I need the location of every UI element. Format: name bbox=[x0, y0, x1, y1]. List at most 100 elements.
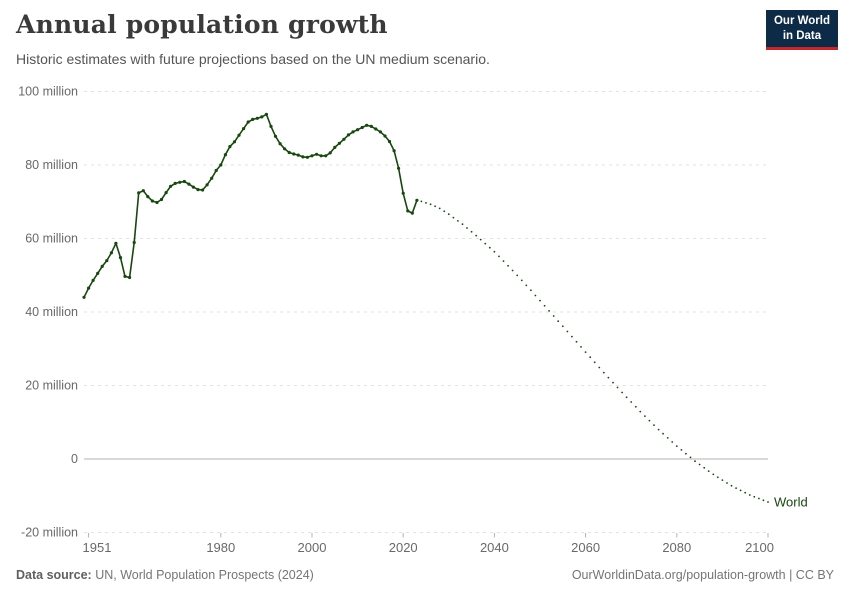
y-tick-label: 60 million bbox=[25, 232, 78, 246]
data-point-marker bbox=[182, 179, 186, 184]
projection-dot bbox=[735, 487, 737, 489]
data-point-marker bbox=[132, 240, 136, 245]
series-end-label: World bbox=[774, 494, 808, 509]
historic-line bbox=[83, 113, 418, 298]
projection-dot bbox=[625, 396, 628, 399]
projection-dot bbox=[420, 200, 423, 203]
projection-dot bbox=[534, 294, 537, 297]
x-tick-label: 2080 bbox=[662, 540, 691, 555]
data-point-marker bbox=[360, 125, 364, 130]
projection-dot bbox=[726, 482, 728, 484]
x-tick-label: 1951 bbox=[83, 540, 112, 555]
projection-dot bbox=[689, 456, 692, 459]
projection-dot bbox=[498, 255, 500, 258]
data-point-marker bbox=[228, 145, 232, 149]
projection-dot bbox=[475, 234, 478, 237]
projection-dot bbox=[707, 470, 710, 472]
data-point-marker bbox=[387, 139, 392, 144]
data-point-marker bbox=[346, 133, 351, 137]
y-tick-label: 40 million bbox=[25, 305, 78, 319]
data-point-marker bbox=[118, 256, 123, 260]
x-axis: 1951 1980 2000 2020 2040 2060 2080 2100 bbox=[83, 533, 774, 555]
data-source-text: UN, World Population Prospects (2024) bbox=[91, 568, 314, 582]
data-point-marker bbox=[369, 124, 373, 128]
projection-dot bbox=[602, 371, 605, 374]
data-point-marker bbox=[82, 295, 86, 299]
y-axis-labels: 100 million 80 million 60 million 40 millio… bbox=[18, 85, 78, 540]
data-point-marker bbox=[105, 259, 109, 263]
series-projection bbox=[420, 200, 769, 503]
data-point-marker bbox=[214, 168, 218, 173]
projection-dot bbox=[634, 405, 637, 408]
projection-dot bbox=[434, 205, 436, 208]
data-point-marker bbox=[223, 153, 227, 157]
x-tick-label: 2020 bbox=[389, 540, 418, 555]
projection-dot bbox=[589, 356, 592, 359]
projection-dot bbox=[484, 242, 487, 245]
data-point-marker bbox=[287, 150, 291, 155]
page-title: Annual population growth bbox=[16, 10, 388, 39]
data-point-marker bbox=[315, 152, 319, 156]
data-point-marker bbox=[164, 191, 168, 195]
data-point-marker bbox=[319, 154, 323, 158]
projection-dot bbox=[548, 310, 550, 312]
data-point-marker bbox=[342, 137, 346, 141]
projection-dot bbox=[712, 473, 715, 476]
projection-dot bbox=[507, 264, 509, 267]
data-point-marker bbox=[146, 195, 150, 199]
owid-logo-line1: Our World bbox=[773, 15, 830, 27]
projection-dot bbox=[685, 452, 687, 455]
data-point-marker bbox=[365, 123, 369, 127]
projection-dot bbox=[621, 391, 623, 394]
data-point-marker bbox=[328, 151, 332, 155]
projection-dot bbox=[571, 335, 573, 338]
projection-dot bbox=[566, 330, 569, 333]
projection-dot bbox=[561, 325, 564, 328]
owid-logo-line2: in Data bbox=[782, 29, 822, 42]
projection-dot bbox=[753, 495, 756, 498]
data-point-marker bbox=[178, 180, 182, 184]
footer-link[interactable]: OurWorldinData.org/population-growth | C… bbox=[571, 568, 834, 582]
projection-dot bbox=[744, 491, 747, 494]
y-tick-label: 20 million bbox=[25, 379, 78, 393]
data-point-marker bbox=[356, 128, 360, 132]
projection-dot bbox=[425, 202, 427, 204]
projection-dot bbox=[516, 274, 519, 277]
data-point-marker bbox=[264, 112, 268, 116]
data-point-marker bbox=[401, 191, 405, 195]
projection-dot bbox=[653, 424, 655, 426]
y-tick-label: -20 million bbox=[21, 526, 78, 540]
projection-dot bbox=[748, 494, 751, 496]
projection-dot bbox=[557, 320, 560, 323]
data-point-marker bbox=[296, 153, 300, 157]
data-point-marker bbox=[87, 286, 91, 290]
data-point-marker bbox=[415, 198, 419, 202]
projection-dot bbox=[758, 497, 760, 500]
x-tick-label: 2100 bbox=[745, 540, 774, 555]
data-point-marker bbox=[292, 152, 296, 156]
data-point-marker bbox=[205, 183, 209, 187]
data-point-marker bbox=[383, 134, 387, 138]
projection-dot bbox=[762, 499, 765, 502]
data-point-marker bbox=[100, 264, 104, 268]
data-point-marker bbox=[137, 191, 141, 195]
data-point-marker bbox=[392, 149, 396, 153]
data-point-marker bbox=[159, 197, 164, 202]
data-point-marker bbox=[269, 124, 273, 128]
data-point-marker bbox=[251, 117, 255, 121]
projection-dot bbox=[479, 238, 482, 241]
projection-dot bbox=[470, 230, 473, 233]
projection-dot bbox=[552, 315, 555, 317]
owid-logo[interactable]: Our World in Data bbox=[765, 10, 838, 50]
projection-dot bbox=[493, 250, 496, 253]
data-source-label: Data source: bbox=[16, 568, 92, 582]
projection-dot bbox=[543, 304, 546, 307]
projection-dot bbox=[648, 419, 651, 422]
data-point-marker bbox=[173, 181, 177, 185]
projection-dot bbox=[525, 284, 528, 287]
data-point-marker bbox=[283, 147, 287, 151]
projection-dot bbox=[593, 361, 596, 364]
data-point-marker bbox=[155, 200, 159, 205]
data-point-marker bbox=[255, 116, 259, 120]
